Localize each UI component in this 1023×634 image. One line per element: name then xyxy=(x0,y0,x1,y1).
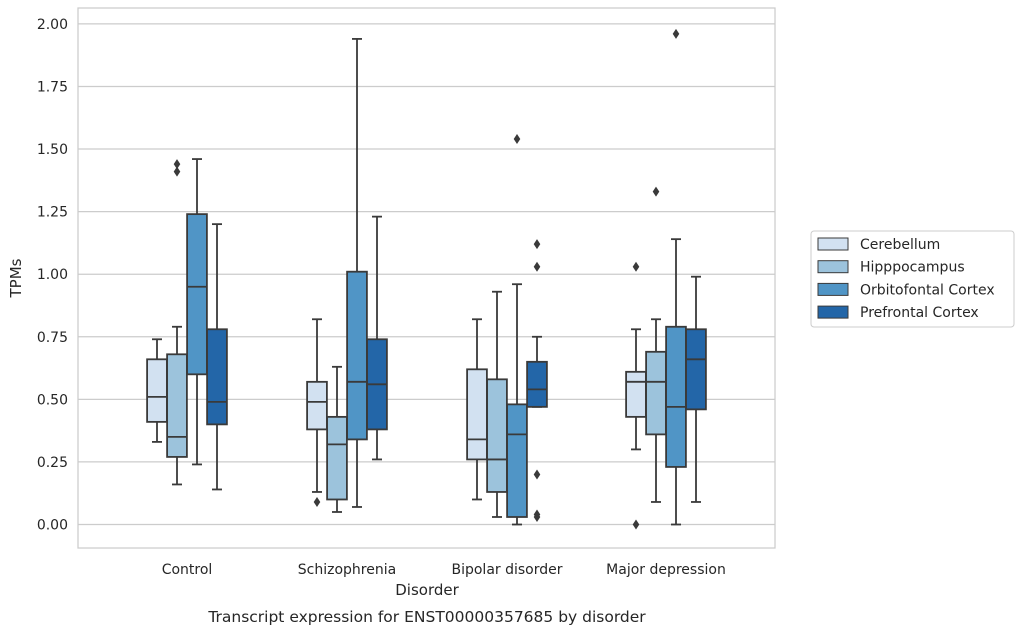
box-body xyxy=(685,328,707,411)
outlier-point xyxy=(533,469,541,480)
box xyxy=(186,158,208,466)
x-tick-label: Bipolar disorder xyxy=(451,562,562,578)
legend-entry: Hipppocampus xyxy=(817,260,965,276)
legend-swatch xyxy=(817,305,849,319)
box-body xyxy=(306,380,328,431)
outlier-point xyxy=(672,28,680,39)
legend-entry: Orbitofontal Cortex xyxy=(817,282,995,298)
legend-label: Prefrontal Cortex xyxy=(860,305,979,321)
plot-frame xyxy=(77,7,776,549)
outlier-point xyxy=(533,511,541,522)
series-hipppocampus xyxy=(166,159,667,518)
y-tick-label: 0.00 xyxy=(37,518,68,534)
box-body xyxy=(166,353,188,458)
y-tick-label: 1.50 xyxy=(37,142,68,158)
y-tick-label: 0.50 xyxy=(37,392,68,408)
box-body xyxy=(326,415,348,501)
box-body xyxy=(526,360,548,408)
legend-entry: Cerebellum xyxy=(817,237,940,253)
x-tick-label: Control xyxy=(162,562,213,578)
box-body xyxy=(346,270,368,441)
legend: Cerebellum Hipppocampus Orbitofontal Corte… xyxy=(810,230,1015,328)
outlier-point xyxy=(313,496,321,507)
box-body xyxy=(645,350,667,436)
series-orbitofontal-cortex xyxy=(186,28,687,526)
box xyxy=(685,275,707,503)
y-tick-label: 1.25 xyxy=(37,205,68,221)
box xyxy=(146,338,168,443)
box xyxy=(346,38,368,508)
legend-swatch xyxy=(817,282,849,296)
box-body xyxy=(665,325,687,468)
box xyxy=(645,186,667,503)
legend-swatch xyxy=(817,260,849,274)
y-tick-label: 0.75 xyxy=(37,330,68,346)
box-series xyxy=(146,28,707,530)
box xyxy=(326,365,348,513)
box xyxy=(366,215,388,461)
outlier-point xyxy=(533,239,541,250)
outlier-point xyxy=(173,166,181,177)
box-body xyxy=(625,370,647,418)
box xyxy=(486,290,508,518)
outlier-point xyxy=(632,261,640,272)
x-axis-label: Disorder xyxy=(395,581,459,599)
box xyxy=(665,28,687,526)
box xyxy=(206,223,228,491)
x-tick-labels: Control Schizophrenia Bipolar disorder Majo… xyxy=(162,562,726,578)
y-tick-label: 1.00 xyxy=(37,267,68,283)
y-tick-label: 2.00 xyxy=(37,17,68,33)
box xyxy=(625,261,647,530)
y-axis-label: TPMs xyxy=(7,258,25,298)
series-prefrontal-cortex xyxy=(206,215,707,522)
legend-swatch xyxy=(817,237,849,251)
box-body xyxy=(186,213,208,376)
y-tick-labels: 0.00 0.25 0.50 0.75 1.00 1.25 1.50 1.75 2.00 xyxy=(37,17,68,534)
box-body xyxy=(486,378,508,493)
y-tick-label: 0.25 xyxy=(37,455,68,471)
box xyxy=(506,134,528,526)
box xyxy=(526,239,548,522)
legend-label: Hipppocampus xyxy=(860,260,965,276)
x-tick-label: Major depression xyxy=(606,562,726,578)
outlier-point xyxy=(513,134,521,145)
series-cerebellum xyxy=(146,261,647,530)
y-tick-label: 1.75 xyxy=(37,79,68,95)
outlier-point xyxy=(652,186,660,197)
box-body xyxy=(506,403,528,518)
box xyxy=(306,318,328,507)
legend-label: Orbitofontal Cortex xyxy=(860,282,995,298)
outlier-point xyxy=(632,519,640,530)
legend-label: Cerebellum xyxy=(860,237,940,253)
box xyxy=(166,159,188,486)
box-body xyxy=(466,368,488,461)
x-tick-label: Schizophrenia xyxy=(298,562,396,578)
box xyxy=(466,318,488,501)
outlier-point xyxy=(173,159,181,170)
box-body xyxy=(146,358,168,423)
legend-frame xyxy=(810,230,1015,328)
outlier-point xyxy=(533,261,541,272)
box-body xyxy=(206,328,228,426)
legend-entry: Prefrontal Cortex xyxy=(817,305,979,321)
chart-caption: Transcript expression for ENST0000035768… xyxy=(207,608,646,626)
